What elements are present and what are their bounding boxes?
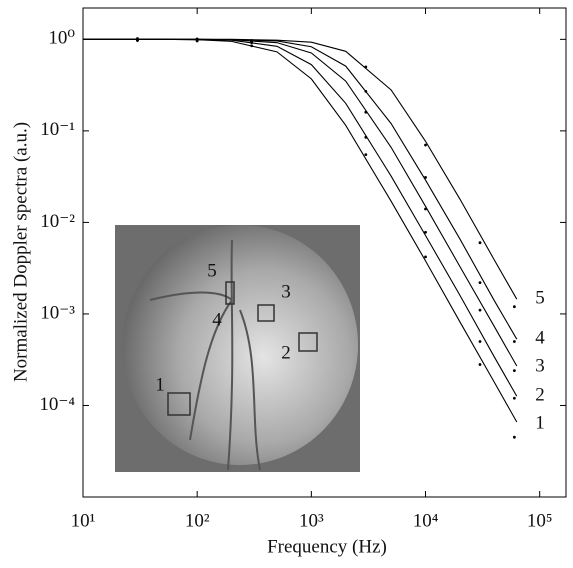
data-dot xyxy=(478,241,482,245)
y-axis-label: Normalized Doppler spectra (a.u.) xyxy=(10,122,31,382)
data-dot xyxy=(424,143,427,147)
fit-line xyxy=(83,38,518,300)
series-label: 1 xyxy=(535,413,545,434)
inset-label: 4 xyxy=(212,309,222,330)
inset-label: 1 xyxy=(155,374,165,395)
data-dot xyxy=(512,435,516,439)
data-dot xyxy=(250,44,254,48)
y-tick-label: 10⁻¹ xyxy=(40,119,75,140)
data-dot xyxy=(250,39,254,42)
data-dot xyxy=(364,89,368,93)
y-tick-label: 10⁰ xyxy=(48,28,75,49)
data-dot xyxy=(424,207,427,211)
data-dot xyxy=(424,230,427,234)
data-dot xyxy=(195,38,199,42)
plot-frame xyxy=(82,7,567,498)
inset-label: 3 xyxy=(281,281,291,302)
inset-image: 1 2 3 4 5 xyxy=(115,225,360,472)
y-tick-label: 10⁻³ xyxy=(40,302,75,323)
x-tick-label: 10¹ xyxy=(71,510,96,531)
data-dot xyxy=(512,305,516,309)
data-dot xyxy=(364,65,368,69)
y-tick-label: 10⁻⁴ xyxy=(39,394,75,415)
series-label: 5 xyxy=(535,288,545,309)
x-axis-label: Frequency (Hz) xyxy=(267,536,387,557)
x-tick-label: 10² xyxy=(185,510,210,531)
data-dot xyxy=(424,255,427,259)
data-dot xyxy=(512,396,516,400)
data-dot xyxy=(424,176,427,179)
x-tick-label: 10³ xyxy=(299,510,324,531)
series-label: 3 xyxy=(535,356,545,377)
y-tick-label: 10⁻² xyxy=(40,211,75,232)
data-dot xyxy=(136,37,139,41)
data-dot xyxy=(364,153,368,157)
x-tick-label: 10⁵ xyxy=(527,510,553,531)
data-dot xyxy=(512,369,516,373)
series-label: 2 xyxy=(535,385,545,406)
data-dot xyxy=(364,110,368,114)
data-dot xyxy=(478,281,482,284)
data-dot xyxy=(478,340,482,343)
data-dot xyxy=(512,340,516,343)
data-dot xyxy=(364,135,368,139)
data-dot xyxy=(478,308,482,312)
x-tick-label: 10⁴ xyxy=(413,510,439,531)
series-label: 4 xyxy=(535,328,545,349)
inset-label: 5 xyxy=(207,260,217,281)
inset-label: 2 xyxy=(281,342,291,363)
data-dot xyxy=(478,363,482,366)
